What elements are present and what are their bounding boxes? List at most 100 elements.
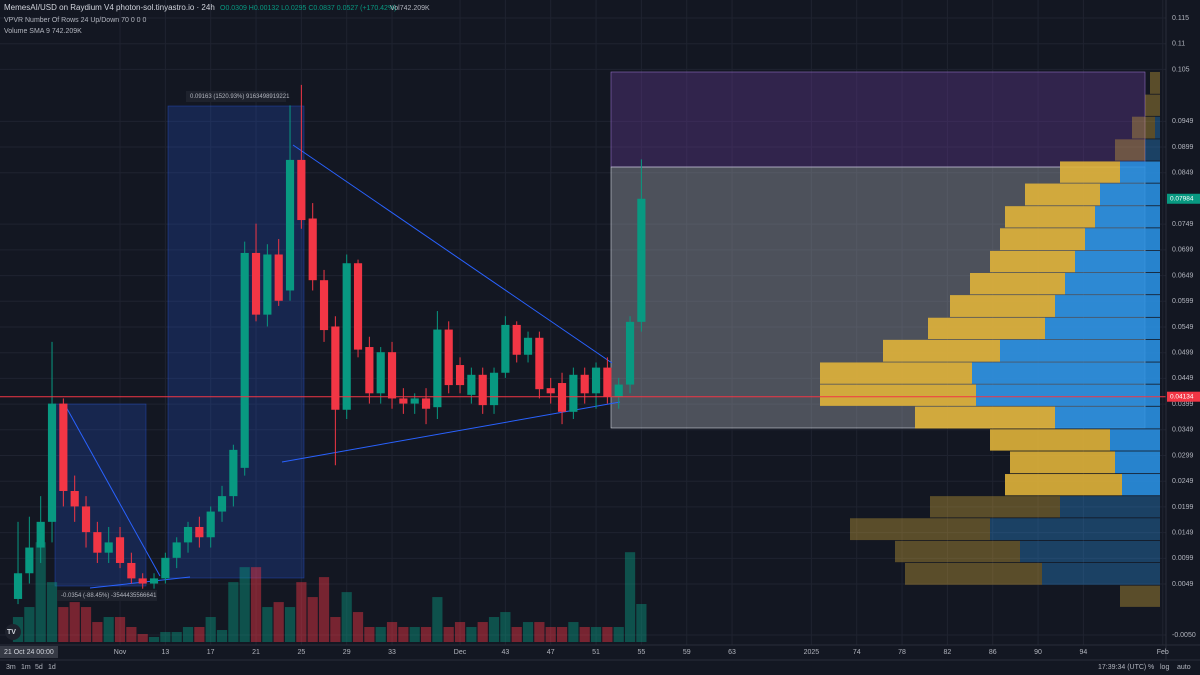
profile-up — [1155, 116, 1160, 139]
y-tick-label: -0.0050 — [1172, 632, 1196, 639]
candle-body — [206, 511, 215, 538]
profile-up — [1020, 540, 1160, 563]
volume-bar — [318, 577, 330, 642]
volume-bar — [488, 617, 500, 642]
volume-bar — [466, 627, 477, 642]
profile-down — [1000, 228, 1085, 251]
x-tick-label: 29 — [343, 649, 351, 656]
measure-box — [167, 105, 305, 579]
x-tick-label: 94 — [1079, 649, 1087, 656]
profile-up — [1122, 474, 1160, 496]
volume-legend: Vol742.209K — [390, 5, 430, 12]
volume-bar — [454, 622, 466, 642]
toolbar-button[interactable]: 5d — [35, 664, 43, 671]
plot — [0, 71, 1166, 642]
volume-bar — [443, 627, 454, 642]
volume-bar — [624, 552, 636, 642]
volume-bar — [103, 617, 114, 642]
y-tick-label: 0.0449 — [1172, 375, 1194, 382]
y-tick-label: 0.105 — [1172, 66, 1190, 73]
toolbar-button[interactable]: 1m — [21, 664, 31, 671]
profile-down — [950, 295, 1055, 317]
profile-down — [1060, 161, 1120, 183]
volume-bar — [568, 622, 579, 642]
profile-up — [1085, 228, 1160, 251]
x-tick-label: 25 — [297, 649, 305, 656]
scale-button[interactable]: auto — [1177, 664, 1191, 671]
ohlc-legend: O0.0309 H0.00132 L0.0295 C0.0837 0.0527 … — [220, 5, 397, 12]
scale-button[interactable]: % — [1148, 664, 1154, 671]
y-tick-label: 0.0949 — [1172, 118, 1194, 125]
candle-body — [263, 254, 272, 315]
toolbar-button[interactable]: 3m — [6, 664, 16, 671]
annotation-bg — [186, 91, 286, 102]
x-tick-label: 51 — [592, 649, 600, 656]
volume-bar — [296, 582, 307, 642]
trend-line — [281, 401, 621, 463]
candle-body — [410, 398, 419, 404]
x-tick-label: 55 — [637, 649, 645, 656]
y-tick-label: 0.0199 — [1172, 504, 1194, 511]
volume-bar — [160, 632, 171, 642]
profile-down — [915, 406, 1055, 429]
symbol-title: MemesAI/USD on Raydium V4 photon-sol.tin… — [4, 3, 215, 12]
x-tick-label: 2025 — [804, 649, 820, 656]
candle-body — [387, 352, 397, 399]
profile-up — [990, 518, 1160, 541]
toolbar-button[interactable]: 1d — [48, 664, 56, 671]
annotation: -0.0354 (-88.45%) -3544435566641 — [61, 593, 157, 599]
candle-body — [569, 374, 578, 412]
profile-down — [1120, 585, 1160, 607]
candle-body — [557, 383, 567, 412]
profile-up — [1115, 451, 1160, 474]
trend-line — [292, 144, 613, 364]
profile-down — [1005, 206, 1095, 228]
candle-body — [546, 388, 555, 394]
candle-body — [70, 490, 79, 507]
volume-bar — [228, 582, 239, 642]
y-tick-label: 0.0099 — [1172, 555, 1194, 562]
volume-bar — [341, 592, 352, 642]
x-tick-label: Feb — [1157, 649, 1169, 656]
profile-down — [850, 518, 990, 541]
candle-body — [467, 374, 476, 395]
candle-body — [195, 526, 204, 538]
price-label: 0.04134 — [1170, 393, 1194, 400]
y-tick-label: 0.0299 — [1172, 452, 1194, 459]
candle-body — [81, 506, 91, 533]
price-label-bg — [1167, 193, 1200, 204]
scale-button[interactable]: log — [1160, 664, 1169, 671]
candle-body — [478, 374, 487, 406]
volume-bar — [613, 627, 624, 642]
volume-bar — [92, 622, 103, 642]
volume-bar — [273, 602, 284, 642]
volume-bar — [307, 597, 318, 642]
y-tick-label: 0.0749 — [1172, 221, 1194, 228]
candle-body — [229, 449, 238, 497]
price-label: 0.07984 — [1170, 195, 1194, 202]
volume-bar — [216, 630, 228, 642]
profile-up — [1042, 562, 1160, 585]
target-box — [610, 71, 1146, 168]
volume-bar — [545, 627, 556, 642]
candle-body — [183, 526, 193, 543]
candle-body — [591, 367, 601, 394]
profile-down — [883, 339, 1000, 362]
profile-up — [976, 384, 1160, 406]
profile-up — [1100, 183, 1160, 206]
profile-down — [895, 540, 1020, 563]
x-tick-label: Nov — [114, 649, 127, 656]
profile-down — [820, 384, 976, 406]
logo — [5, 624, 21, 640]
volume-bar — [398, 627, 409, 642]
candle-body — [331, 326, 340, 410]
volume-bar — [636, 604, 647, 642]
volume-bar — [284, 607, 296, 642]
volume-bar — [420, 627, 432, 642]
volume-bar — [35, 542, 46, 642]
y-tick-label: 0.0349 — [1172, 427, 1194, 434]
profile-down — [1115, 139, 1145, 161]
date-cursor-bg — [0, 646, 58, 658]
volume-bar — [477, 622, 488, 642]
x-tick-label: 13 — [161, 649, 169, 656]
